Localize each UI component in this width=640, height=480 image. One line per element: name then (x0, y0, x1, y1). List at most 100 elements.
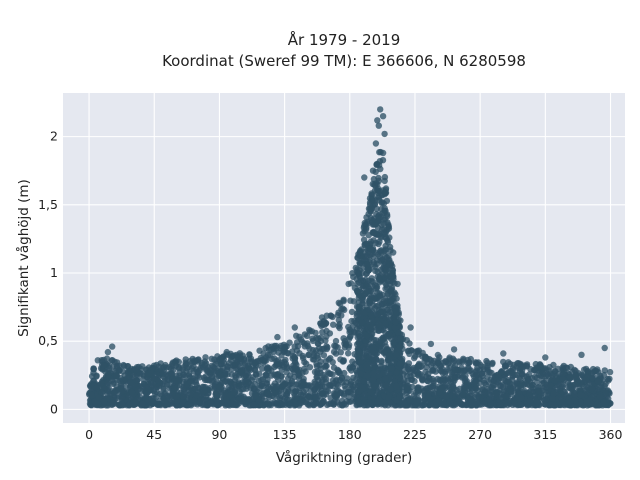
data-point (388, 365, 395, 372)
data-point (359, 343, 367, 351)
data-point (381, 364, 388, 371)
data-point (425, 392, 432, 400)
data-point (511, 399, 518, 407)
data-point (601, 367, 608, 374)
data-point (369, 283, 376, 290)
data-point (294, 381, 301, 388)
x-tick-label: 90 (211, 427, 227, 442)
data-point (376, 230, 383, 237)
data-point (214, 401, 221, 408)
data-point (322, 362, 329, 370)
data-point (273, 383, 280, 390)
data-point (365, 210, 372, 218)
data-point (93, 400, 101, 407)
data-point (473, 367, 481, 374)
data-point (120, 361, 127, 369)
data-point (379, 149, 387, 157)
data-point (381, 173, 389, 181)
data-point (493, 377, 500, 385)
data-point (347, 297, 354, 304)
data-point (390, 339, 397, 347)
data-point (422, 354, 429, 361)
y-tick-label: 1,5 (38, 197, 58, 212)
data-point (405, 360, 413, 367)
data-point (240, 386, 247, 393)
data-point (147, 380, 155, 387)
data-point (270, 389, 277, 396)
y-tick-label: 1 (50, 265, 58, 280)
data-point (381, 205, 388, 212)
data-point (364, 361, 371, 368)
data-point (265, 384, 272, 391)
data-point (193, 392, 200, 399)
data-point (473, 400, 481, 407)
data-point (171, 378, 178, 385)
data-point (481, 389, 489, 396)
data-point (381, 339, 389, 346)
data-point (284, 375, 292, 382)
data-point (333, 376, 340, 383)
data-point (385, 359, 392, 366)
data-point (427, 340, 435, 348)
data-point (385, 394, 392, 401)
data-point (207, 400, 214, 407)
data-point (190, 367, 197, 375)
data-point (330, 348, 338, 356)
data-point (296, 370, 303, 377)
data-point (496, 401, 504, 409)
data-point (489, 359, 496, 367)
data-point (238, 367, 246, 374)
data-point (122, 376, 129, 383)
data-point (523, 373, 530, 380)
data-point (373, 311, 381, 318)
data-point (259, 365, 266, 372)
data-point (566, 381, 573, 388)
data-point (231, 352, 238, 359)
data-point (386, 346, 393, 353)
data-point (286, 339, 293, 346)
data-point (378, 357, 385, 365)
data-point (312, 394, 320, 401)
data-point (249, 401, 257, 409)
data-point (148, 395, 156, 402)
data-point (215, 372, 222, 379)
data-point (383, 197, 391, 205)
data-point (533, 398, 541, 405)
data-point (337, 349, 344, 356)
data-point (293, 332, 300, 339)
data-point (273, 342, 280, 350)
data-point (375, 327, 382, 334)
data-point (549, 395, 556, 402)
data-point (186, 374, 194, 381)
data-point (252, 393, 259, 400)
data-point (508, 388, 515, 396)
data-point (347, 280, 355, 287)
data-point (571, 381, 579, 388)
data-point (382, 320, 389, 327)
data-point (500, 387, 508, 394)
data-point (577, 391, 584, 398)
data-point (427, 401, 435, 408)
data-point (128, 365, 135, 373)
data-point (367, 252, 374, 259)
x-tick-label: 225 (403, 427, 427, 442)
data-point (320, 352, 328, 359)
data-point (376, 377, 383, 384)
data-point (515, 360, 522, 367)
data-point (475, 359, 482, 366)
data-point (559, 370, 567, 377)
data-point (274, 371, 282, 378)
data-point (492, 390, 500, 398)
data-point (526, 397, 534, 404)
data-point (136, 370, 144, 377)
data-point (375, 177, 383, 184)
data-point (416, 361, 423, 369)
data-point (361, 398, 368, 406)
data-point (302, 368, 309, 375)
data-point (506, 360, 514, 368)
data-point (500, 350, 507, 357)
data-point (322, 375, 330, 383)
data-point (372, 267, 379, 274)
data-point (540, 379, 548, 387)
data-point (340, 358, 347, 365)
